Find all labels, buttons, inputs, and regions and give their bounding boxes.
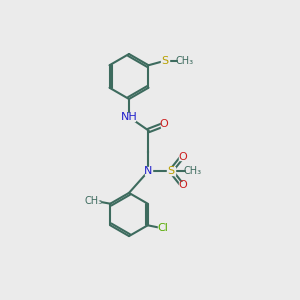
- Text: CH₃: CH₃: [85, 196, 103, 206]
- FancyBboxPatch shape: [145, 167, 152, 175]
- FancyBboxPatch shape: [179, 153, 186, 160]
- FancyBboxPatch shape: [161, 57, 169, 64]
- FancyBboxPatch shape: [87, 197, 101, 205]
- Text: NH: NH: [121, 112, 137, 122]
- FancyBboxPatch shape: [160, 121, 168, 128]
- Text: O: O: [178, 180, 187, 190]
- FancyBboxPatch shape: [179, 182, 186, 189]
- FancyBboxPatch shape: [123, 113, 135, 121]
- Text: CH₃: CH₃: [176, 56, 194, 66]
- FancyBboxPatch shape: [186, 167, 199, 175]
- Text: S: S: [167, 166, 175, 176]
- Text: O: O: [160, 119, 169, 130]
- Text: N: N: [144, 166, 153, 176]
- FancyBboxPatch shape: [167, 167, 175, 175]
- Text: CH₃: CH₃: [184, 166, 202, 176]
- Text: Cl: Cl: [157, 223, 168, 233]
- Text: S: S: [161, 56, 169, 66]
- FancyBboxPatch shape: [178, 57, 191, 64]
- FancyBboxPatch shape: [158, 224, 167, 232]
- Text: O: O: [178, 152, 187, 162]
